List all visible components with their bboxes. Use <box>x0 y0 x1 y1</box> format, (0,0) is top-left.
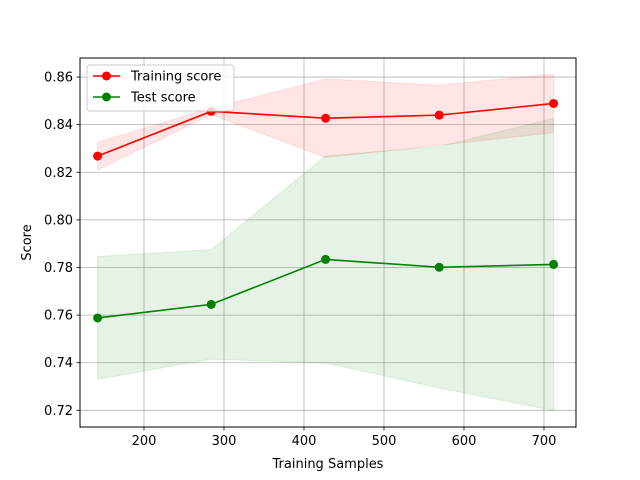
training-score-point <box>321 113 331 123</box>
legend-marker-test <box>102 92 111 102</box>
test-score-point <box>321 254 331 264</box>
training-score-point <box>549 98 559 108</box>
x-tick-label: 400 <box>292 434 317 449</box>
confidence-bands <box>97 73 555 412</box>
y-tick-label: 0.74 <box>44 356 73 371</box>
y-tick-label: 0.78 <box>44 261 73 276</box>
x-tick-label: 300 <box>212 434 237 449</box>
grid <box>80 58 576 427</box>
x-axis-ticks: 200 300 400 500 600 700 <box>132 427 557 449</box>
legend-frame <box>86 64 235 112</box>
legend: Training score Test score <box>86 64 235 112</box>
series-points <box>93 98 559 323</box>
y-tick-label: 0.76 <box>44 309 73 324</box>
x-tick-label: 500 <box>372 434 397 449</box>
x-tick-label: 200 <box>132 434 157 449</box>
plot-area-frame <box>79 57 577 428</box>
test-score-point <box>434 262 444 272</box>
training-score-point <box>434 110 444 120</box>
y-tick-label: 0.84 <box>44 118 73 133</box>
test-score-band <box>97 117 555 412</box>
legend-label-test: Test score <box>130 91 196 106</box>
y-tick-label: 0.80 <box>44 213 73 228</box>
x-tick-label: 700 <box>532 434 557 449</box>
test-score-point <box>206 299 216 309</box>
training-score-point <box>93 151 103 161</box>
x-axis-label: Training Samples <box>272 457 384 472</box>
x-tick-label: 600 <box>452 434 477 449</box>
legend-label-training: Training score <box>130 70 221 85</box>
y-tick-label: 0.72 <box>44 404 73 419</box>
test-score-point <box>549 259 559 269</box>
y-axis-ticks: 0.72 0.74 0.76 0.78 0.80 0.82 0.84 0.86 <box>44 71 80 419</box>
y-tick-label: 0.86 <box>44 71 73 86</box>
y-tick-label: 0.82 <box>44 166 73 181</box>
legend-marker-training <box>102 71 111 81</box>
y-axis-label: Score <box>20 224 35 260</box>
test-score-point <box>93 313 103 323</box>
